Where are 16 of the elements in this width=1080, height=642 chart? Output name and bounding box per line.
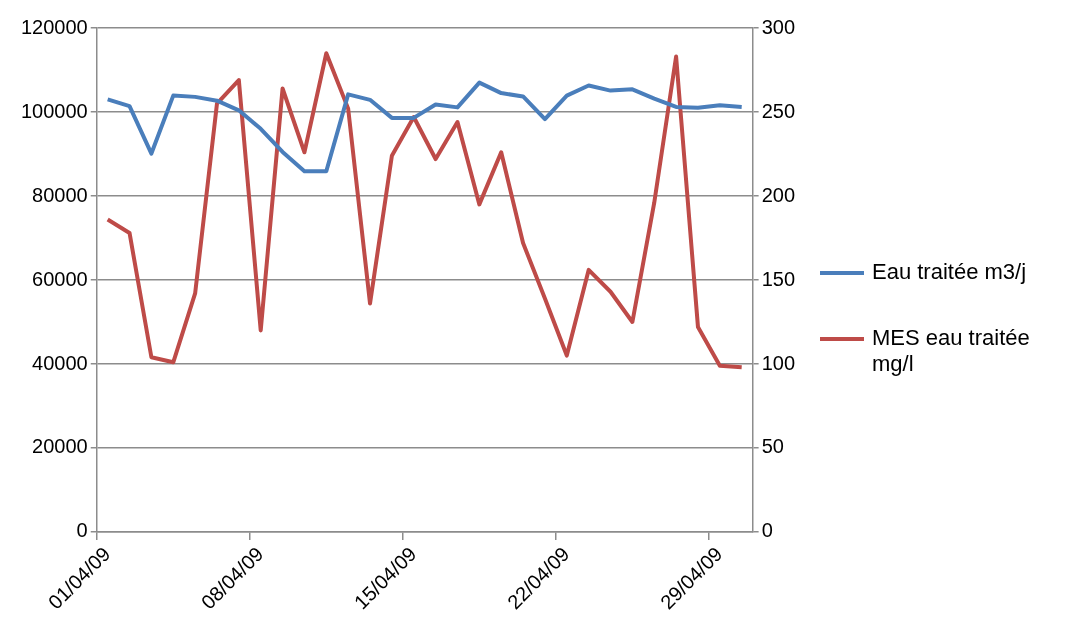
legend-label: MES eau traitée mg/l (872, 325, 1031, 377)
y2-tick-label: 0 (761, 519, 773, 542)
y2-tick-label: 300 (761, 15, 796, 38)
y-tick-label: 40000 (32, 351, 88, 374)
y2-tick-label: 100 (761, 351, 796, 374)
y-tick-label: 0 (76, 519, 88, 542)
y-tick-label: 80000 (32, 183, 88, 206)
y2-tick-label: 150 (761, 267, 796, 290)
y-tick-label: 60000 (32, 267, 88, 290)
y2-tick-label: 250 (761, 99, 796, 122)
y2-tick-label: 50 (761, 435, 784, 458)
y-tick-label: 100000 (20, 99, 88, 122)
y2-tick-label: 200 (761, 183, 796, 206)
legend-label: Eau traitée m3/j (872, 259, 1027, 285)
y-tick-label: 120000 (20, 15, 88, 38)
y-tick-label: 20000 (32, 435, 88, 458)
